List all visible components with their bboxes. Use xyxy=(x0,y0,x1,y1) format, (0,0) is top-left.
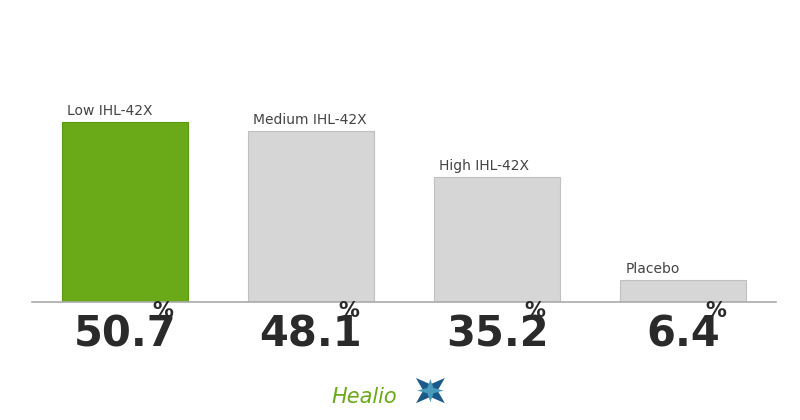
Bar xyxy=(620,280,746,302)
Text: %: % xyxy=(152,301,173,321)
Text: Low IHL-42X: Low IHL-42X xyxy=(67,104,153,118)
Text: Average decrease in AHI after treatment compared with baseline:: Average decrease in AHI after treatment … xyxy=(20,27,746,46)
Text: %: % xyxy=(706,301,726,321)
Text: 48.1: 48.1 xyxy=(260,313,362,355)
Text: 50.7: 50.7 xyxy=(74,313,176,355)
Polygon shape xyxy=(416,378,445,403)
Bar xyxy=(434,177,560,302)
Text: Medium IHL-42X: Medium IHL-42X xyxy=(254,113,367,127)
Text: Healio: Healio xyxy=(331,387,397,407)
Text: High IHL-42X: High IHL-42X xyxy=(439,159,530,173)
Text: 6.4: 6.4 xyxy=(646,313,720,355)
Text: Placebo: Placebo xyxy=(626,262,680,276)
Text: %: % xyxy=(338,301,359,321)
Polygon shape xyxy=(418,379,443,402)
Text: %: % xyxy=(524,301,545,321)
Text: 35.2: 35.2 xyxy=(446,313,548,355)
Bar xyxy=(248,131,374,302)
Bar xyxy=(62,121,188,302)
